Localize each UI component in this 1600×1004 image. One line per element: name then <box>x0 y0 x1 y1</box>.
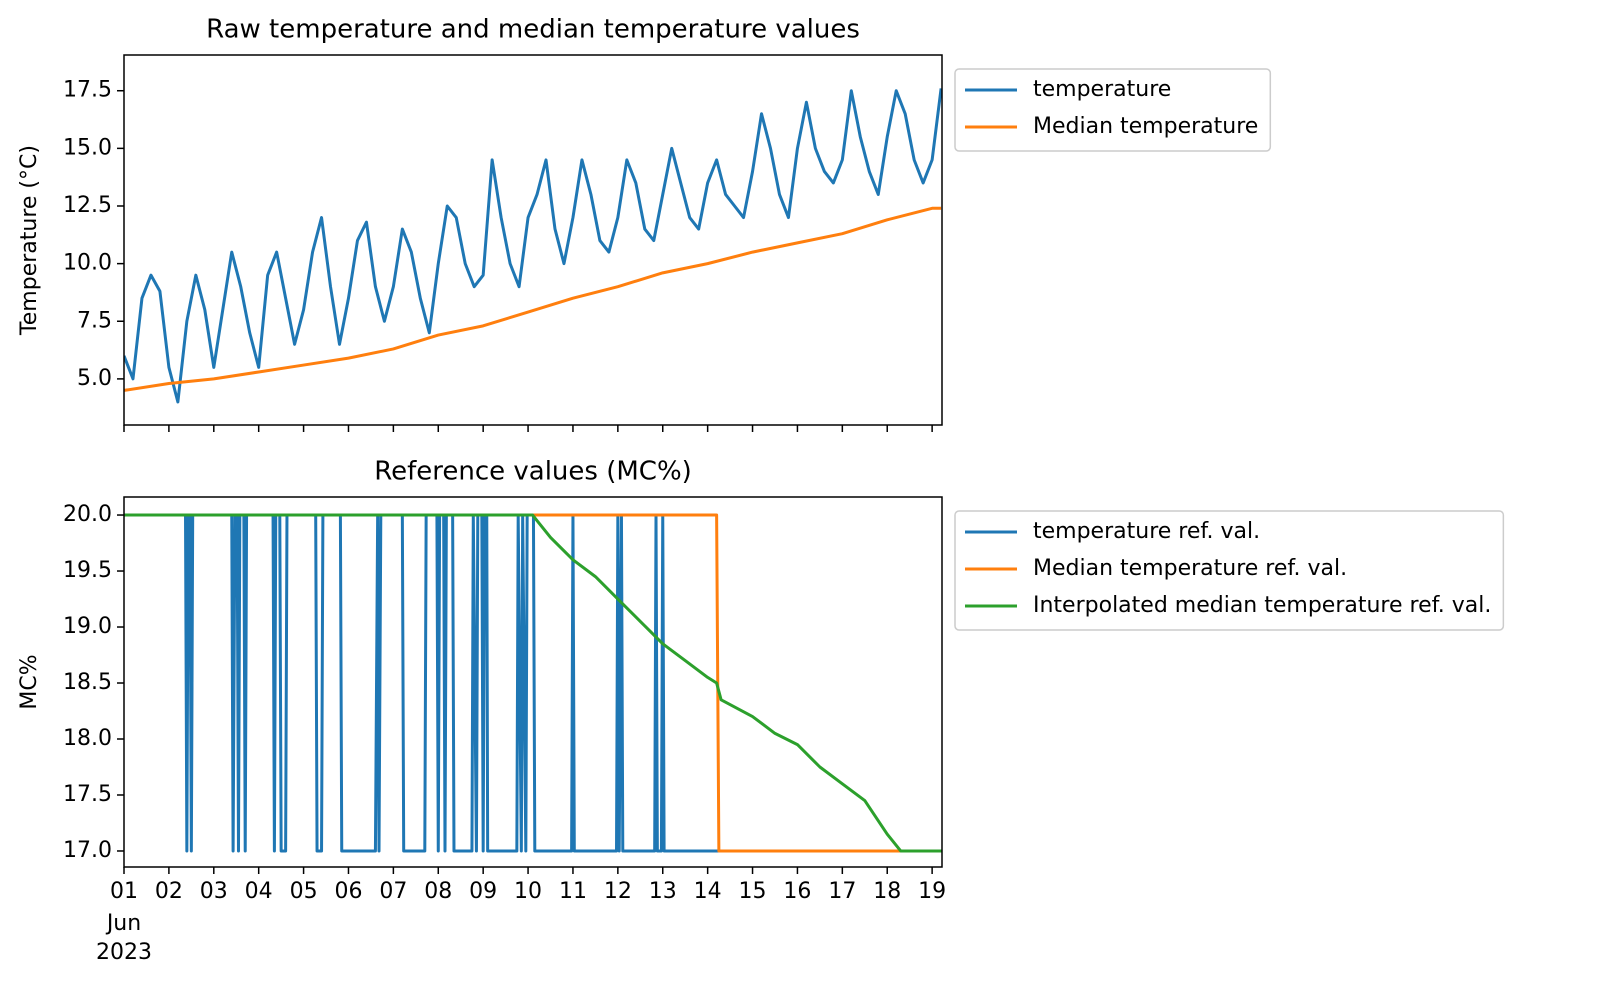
legend-label: Median temperature <box>1033 114 1258 139</box>
legend-frame <box>954 510 1505 631</box>
series-line <box>124 513 942 853</box>
y-tick-label: 17.5 <box>63 782 112 807</box>
x-tick-label: 05 <box>290 879 318 904</box>
x-tick-label: 18 <box>873 879 901 904</box>
legend-frame <box>954 68 1272 152</box>
axes-frame <box>123 54 943 426</box>
x-tick-label: 15 <box>739 879 767 904</box>
x-tick-label: 02 <box>155 879 183 904</box>
y-tick-label: 10.0 <box>63 251 112 276</box>
y-tick-label: 18.0 <box>63 726 112 751</box>
series-line <box>124 206 942 392</box>
x-date-label: Jun <box>105 911 141 936</box>
y-tick-label: 12.5 <box>63 193 112 218</box>
y-tick-label: 20.0 <box>63 502 112 527</box>
legend-label: temperature <box>1033 77 1171 102</box>
y-axis-label: MC% <box>17 654 42 709</box>
series-line <box>124 88 942 404</box>
y-tick-label: 15.0 <box>63 135 112 160</box>
x-tick-label: 19 <box>918 879 946 904</box>
x-tick-label: 10 <box>514 879 542 904</box>
legend-label: temperature ref. val. <box>1033 519 1260 544</box>
legend-label: Median temperature ref. val. <box>1033 556 1347 581</box>
y-tick-label: 19.5 <box>63 558 112 583</box>
legend: temperature ref. val. Median temperature … <box>954 510 1505 631</box>
x-tick-label: 17 <box>828 879 856 904</box>
axes-frame <box>123 496 943 868</box>
x-tick-label: 03 <box>200 879 228 904</box>
y-axis-label: Temperature (°C) <box>17 145 42 336</box>
y-tick-label: 5.0 <box>77 366 112 391</box>
y-tick-label: 17.5 <box>63 78 112 103</box>
x-tick-label: 08 <box>424 879 452 904</box>
x-tick-label: 11 <box>559 879 587 904</box>
legend-label: Interpolated median temperature ref. val… <box>1033 593 1491 618</box>
chart-title: Reference values (MC%) <box>374 457 692 487</box>
legend: temperature Median temperature <box>954 68 1272 152</box>
x-tick-label: 16 <box>783 879 811 904</box>
x-tick-label: 07 <box>379 879 407 904</box>
chart-title: Raw temperature and median temperature v… <box>206 15 860 45</box>
x-date-label: 2023 <box>96 940 152 965</box>
x-tick-label: 01 <box>110 879 138 904</box>
x-tick-label: 09 <box>469 879 497 904</box>
x-tick-label: 06 <box>334 879 362 904</box>
x-tick-label: 04 <box>245 879 273 904</box>
x-tick-label: 14 <box>694 879 722 904</box>
y-tick-label: 7.5 <box>77 308 112 333</box>
x-tick-label: 12 <box>604 879 632 904</box>
y-tick-label: 17.0 <box>63 838 112 863</box>
x-tick-label: 13 <box>649 879 677 904</box>
y-tick-label: 18.5 <box>63 670 112 695</box>
y-tick-label: 19.0 <box>63 614 112 639</box>
